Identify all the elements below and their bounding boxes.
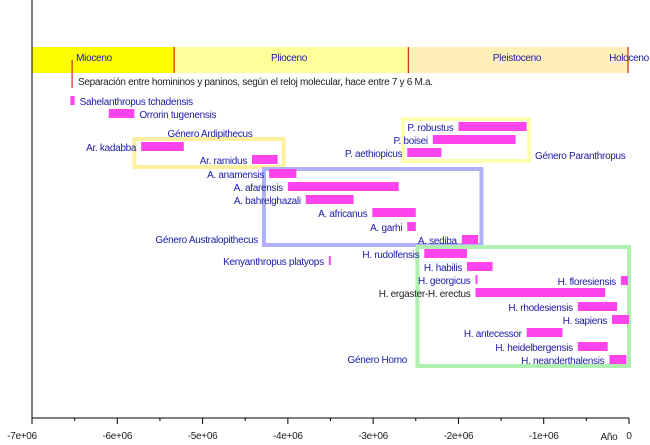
x-tick-label: -4e+06 bbox=[273, 431, 303, 440]
species-label: H. neanderthalensis bbox=[521, 356, 605, 367]
species-bar bbox=[252, 155, 278, 164]
species-bar bbox=[407, 222, 416, 231]
species-bar bbox=[475, 288, 606, 297]
species-bar bbox=[466, 262, 493, 271]
species-bar bbox=[70, 96, 75, 105]
period-label: Mioceno bbox=[76, 53, 112, 64]
species-bar bbox=[287, 182, 399, 191]
species-label: H. rhodesiensis bbox=[508, 303, 573, 314]
species-label: Ar. ramidus bbox=[200, 156, 248, 167]
x-tick-label: 0 bbox=[626, 431, 632, 440]
species-label: H. habilis bbox=[424, 263, 462, 274]
genus-box bbox=[400, 117, 532, 163]
species-bar bbox=[372, 208, 416, 217]
x-tick-label: -6e+06 bbox=[102, 431, 132, 440]
x-tick-label: -7e+06 bbox=[7, 431, 37, 440]
annotation-text: Separación entre homininos y paninos, se… bbox=[78, 77, 433, 88]
species-label: P. boisei bbox=[393, 136, 427, 147]
species-label: H. heidelbergensis bbox=[495, 343, 573, 354]
period-band bbox=[408, 47, 629, 73]
genus-label: Género Australopithecus bbox=[155, 235, 258, 246]
species-bar bbox=[424, 249, 467, 258]
period-band bbox=[32, 47, 175, 73]
genus-box bbox=[415, 245, 631, 368]
species-label: P. aethiopicus bbox=[345, 149, 403, 160]
species-bar bbox=[577, 302, 618, 311]
species-label: H. floresiensis bbox=[558, 277, 617, 288]
species-bar bbox=[461, 235, 479, 244]
species-label: H. sapiens bbox=[563, 316, 608, 327]
x-tick-label: -5e+06 bbox=[188, 431, 218, 440]
species-bar bbox=[577, 342, 608, 351]
species-label: Kenyanthropus platyops bbox=[223, 257, 324, 268]
species-label: A. sediba bbox=[418, 236, 458, 247]
species-label: H. rudolfensis bbox=[362, 250, 419, 261]
species-bar bbox=[328, 256, 331, 265]
x-tick-label: -3e+06 bbox=[358, 431, 388, 440]
species-label: Sahelanthropus tchadensis bbox=[80, 97, 193, 108]
species-bar bbox=[305, 195, 354, 204]
genus-label: Género Homo bbox=[347, 355, 407, 366]
species-bar bbox=[432, 135, 516, 144]
period-band bbox=[174, 47, 409, 73]
species-label: A. anamensis bbox=[207, 170, 264, 181]
species-bar bbox=[611, 315, 629, 324]
species-bar bbox=[609, 355, 627, 364]
genus-label: Género Ardipithecus bbox=[168, 129, 253, 140]
species-label: P. robustus bbox=[407, 123, 453, 134]
period-label: Holoceno bbox=[609, 53, 650, 64]
genus-box bbox=[261, 167, 484, 247]
x-tick-label: -2e+06 bbox=[444, 431, 474, 440]
species-label: A. afarensis bbox=[234, 183, 284, 194]
species-label: H. ergaster-H. erectus bbox=[379, 289, 471, 300]
period-label: Pleistoceno bbox=[493, 53, 542, 64]
species-bar bbox=[458, 122, 527, 131]
species-label: A. garhi bbox=[370, 223, 402, 234]
genus-label: Género Paranthropus bbox=[535, 151, 626, 162]
x-tick-label: -1e+06 bbox=[529, 431, 559, 440]
species-bar bbox=[475, 275, 478, 284]
genus-box bbox=[132, 137, 286, 169]
x-axis-title: Año bbox=[601, 432, 619, 440]
species-bar bbox=[407, 148, 442, 157]
species-bar bbox=[526, 328, 563, 337]
species-label: H. antecessor bbox=[464, 329, 523, 340]
species-label: A. bahrelghazali bbox=[234, 196, 301, 207]
species-label: H. georgicus bbox=[418, 276, 471, 287]
species-label: Ar. kadabba bbox=[86, 143, 137, 154]
species-bar bbox=[141, 142, 184, 151]
period-label: Plioceno bbox=[271, 53, 308, 64]
species-bar bbox=[620, 276, 628, 285]
species-label: Orrorin tugenensis bbox=[139, 110, 216, 121]
species-bar bbox=[269, 169, 297, 178]
species-label: A. africanus bbox=[318, 209, 368, 220]
species-bar bbox=[108, 109, 135, 118]
